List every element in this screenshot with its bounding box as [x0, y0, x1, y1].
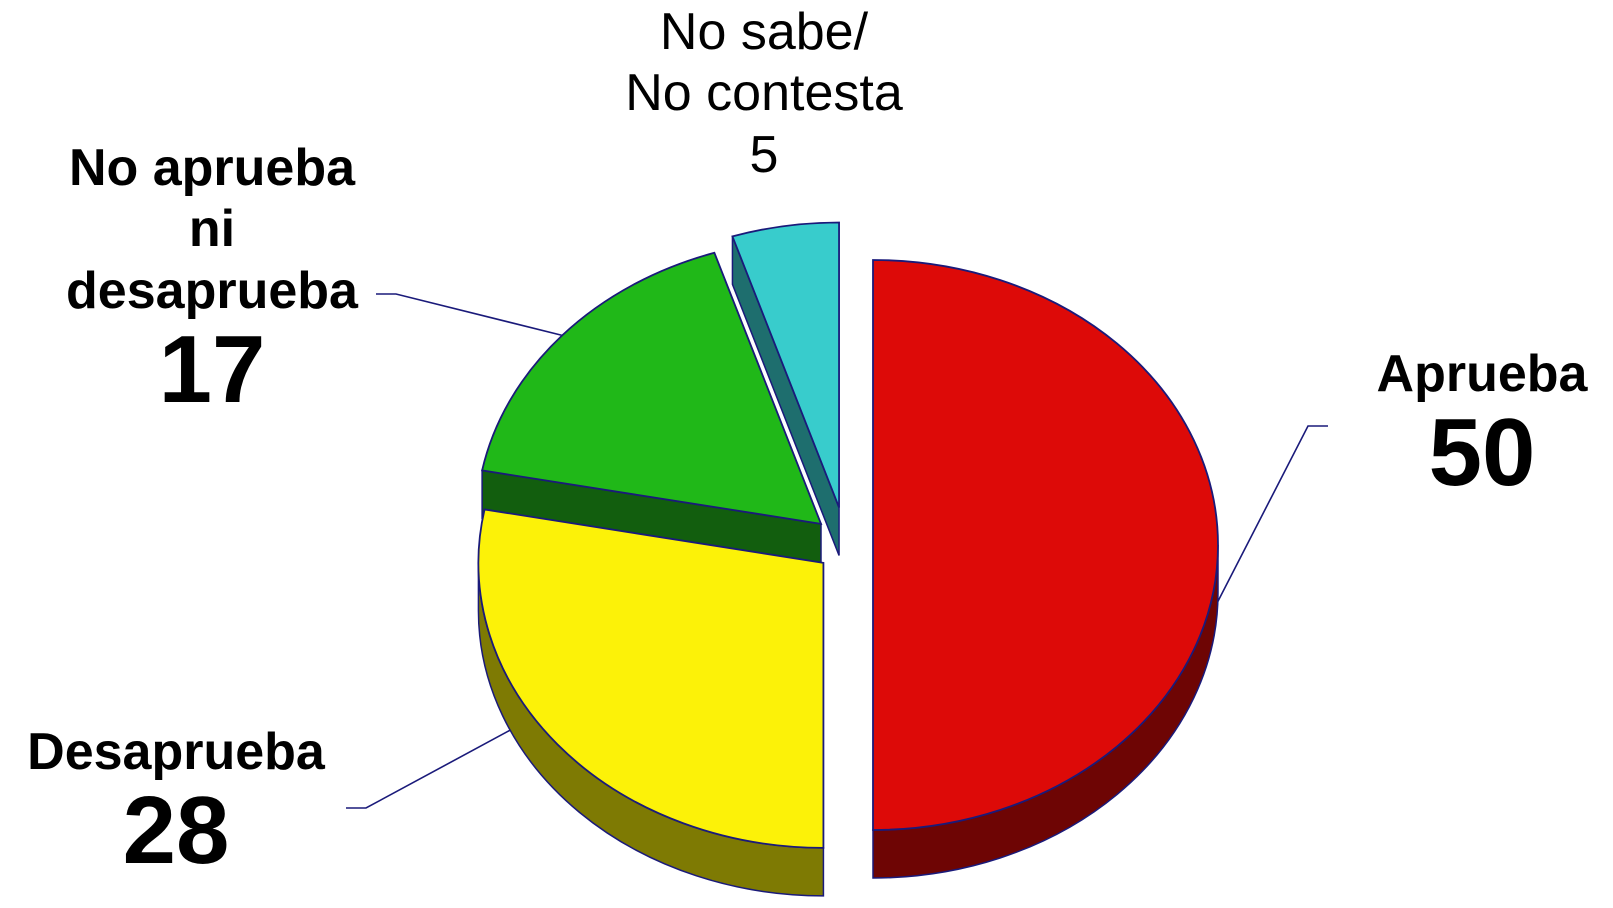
slice-neutral [481, 251, 823, 525]
slice-label-aprueba: Aprueba [1376, 345, 1588, 403]
label-desaprueba: Desaprueba 28 [0, 722, 352, 879]
label-aprueba: Aprueba 50 [1352, 344, 1612, 501]
slice-label-desaprueba: Desaprueba [27, 723, 325, 781]
slice-label-neutral: No aprueba ni desaprueba [66, 139, 358, 320]
slice-value-no-sabe: 5 [749, 125, 779, 184]
slice-value-neutral: 17 [158, 316, 266, 424]
slice-value-desaprueba: 28 [122, 777, 230, 885]
leader-line-aprueba [1179, 425, 1328, 675]
label-no-sabe: No sabe/ No contesta 5 [590, 2, 938, 186]
leader-lines [346, 293, 1328, 809]
pie-slices [477, 221, 1219, 849]
slice-label-no-sabe: No sabe/ No contesta [625, 3, 903, 123]
label-neutral: No aprueba ni desaprueba 17 [26, 138, 398, 418]
leader-line-desaprueba [346, 703, 558, 809]
slice-no-sabe [731, 221, 840, 508]
pie-depth-sides [477, 236, 1219, 897]
slice-aprueba [872, 259, 1219, 831]
slice-desaprueba [477, 508, 825, 849]
leader-line-neutral [376, 293, 563, 337]
slice-value-aprueba: 50 [1428, 399, 1536, 507]
